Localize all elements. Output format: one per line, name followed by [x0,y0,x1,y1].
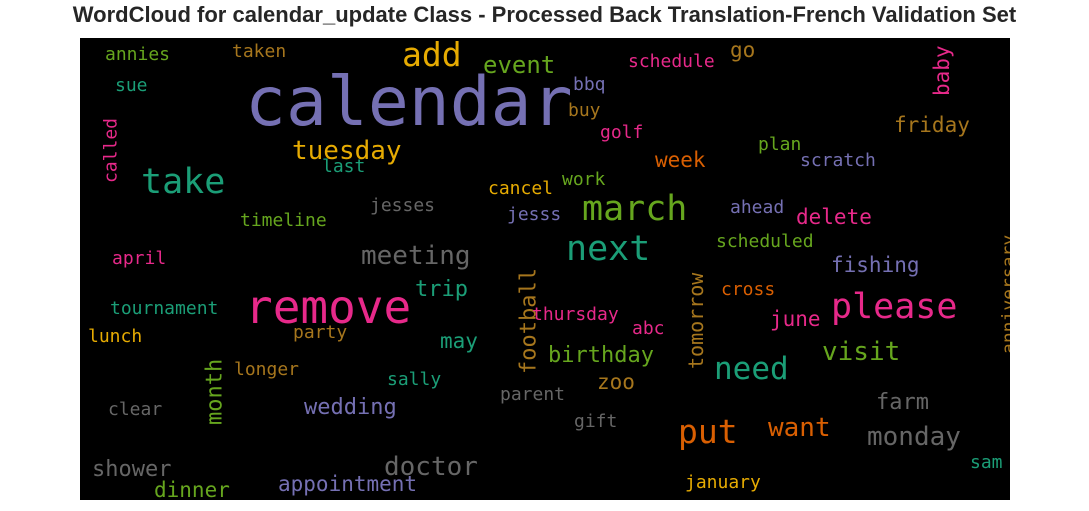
word-birthday: birthday [548,343,654,368]
word-abc: abc [632,318,665,339]
word-last: last [322,156,365,177]
word-tuesday: tuesday [292,136,402,166]
word-annies: annies [105,44,170,65]
word-calendar: calendar [245,63,573,142]
word-please: please [831,287,957,327]
wordcloud-canvas: calendar remove take march next please add tues… [80,38,1010,500]
word-week: week [655,148,706,172]
word-take: take [141,162,225,202]
word-january: january [685,472,761,493]
word-april: april [112,248,166,269]
word-called: called [100,118,121,183]
word-thursday: thursday [532,304,619,325]
word-go: go [730,38,755,62]
word-cancel: cancel [488,178,553,199]
word-tomorrow: tomorrow [684,272,708,369]
word-appointment: appointment [278,472,417,496]
word-plan: plan [758,134,801,155]
word-delete: delete [796,205,872,229]
word-golf: golf [600,122,643,143]
word-next: next [566,229,650,269]
word-sam: sam [970,452,1003,473]
word-wedding: wedding [304,395,397,420]
word-doctor: doctor [384,452,478,482]
word-zoo: zoo [597,370,635,394]
word-buy: buy [568,100,601,121]
word-longer: longer [234,359,299,380]
word-meeting: meeting [361,241,471,271]
word-baby: baby [930,45,954,96]
word-party: party [293,322,347,343]
word-farm: farm [876,390,929,415]
word-want: want [768,413,831,443]
word-need: need [714,351,789,387]
word-dinner: dinner [154,478,230,500]
word-event: event [483,51,555,79]
word-shower: shower [92,457,171,482]
word-tournament: tournament [110,298,218,319]
word-lunch: lunch [88,326,142,347]
word-work: work [562,169,606,190]
word-schedule: schedule [628,51,715,72]
word-friday: friday [894,113,970,137]
word-jesses: jesses [370,195,435,216]
word-may: may [440,329,478,353]
word-scratch: scratch [800,150,876,171]
word-put: put [678,412,738,451]
word-taken: taken [232,41,286,62]
word-fishing: fishing [831,253,920,277]
word-anniversary: anniversary [998,235,1010,354]
word-trip: trip [415,277,468,302]
chart-title: WordCloud for calendar_update Class - Pr… [72,2,1017,27]
word-ahead: ahead [730,197,784,218]
word-add: add [402,38,462,74]
word-timeline: timeline [240,210,327,231]
word-parent: parent [500,384,565,405]
word-clear: clear [108,399,162,420]
word-monday: monday [867,422,961,452]
word-sally: sally [387,369,441,390]
word-visit: visit [822,337,900,367]
word-march: march [582,189,687,229]
word-june: june [770,307,821,331]
word-scheduled: scheduled [716,231,814,252]
word-month: month [203,359,228,425]
word-remove: remove [245,280,411,334]
word-football: football [517,268,542,374]
word-bbq: bbq [573,74,606,95]
word-sue: sue [115,75,148,96]
word-jesss: jesss [507,204,561,225]
word-gift: gift [574,411,617,432]
word-cross: cross [721,279,775,300]
